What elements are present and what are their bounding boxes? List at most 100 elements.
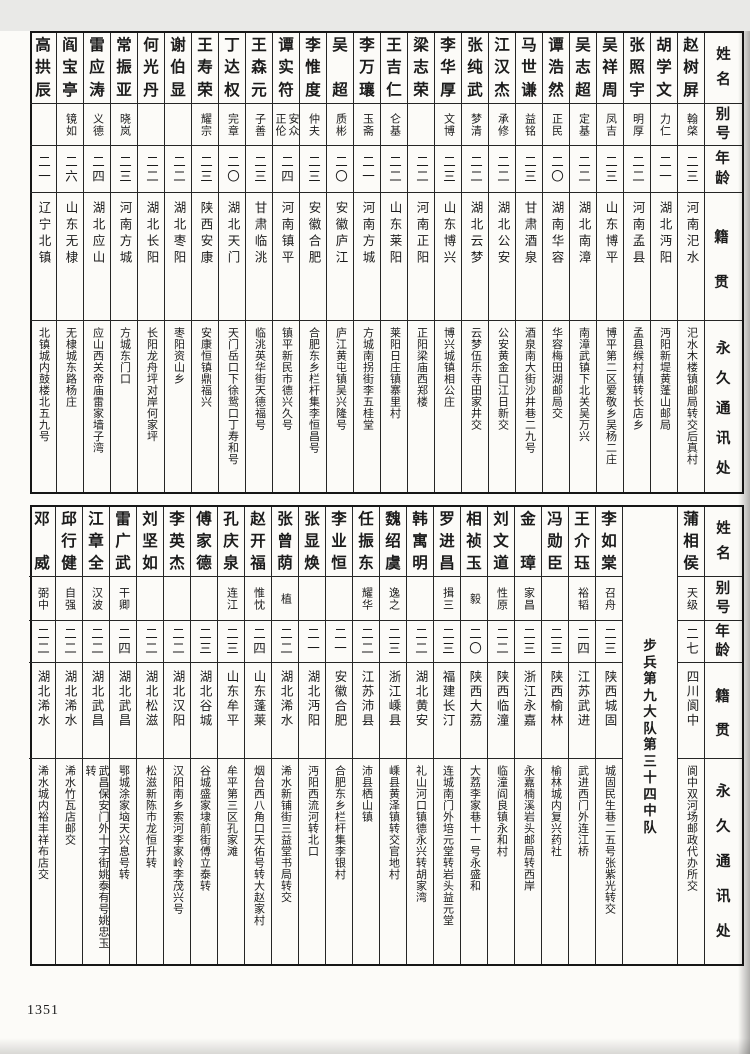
char: 拱: [35, 59, 51, 77]
alias-cell: 弼中: [29, 577, 55, 621]
native-place-cell: 湖北浠水: [272, 663, 298, 759]
native-place-cell: 山东蓬莱: [245, 663, 271, 759]
age-cell: 二四: [569, 621, 595, 663]
char: 号: [715, 125, 732, 142]
age-cell: 二三: [542, 621, 568, 663]
address-cell: 武昌保安门外十字街姚泰有号姚忠玉转: [84, 765, 109, 949]
name-cell: 雷广武: [110, 507, 136, 577]
age-cell: 二一: [326, 621, 352, 663]
char: 讯: [716, 889, 731, 906]
alias-cell: 汉波: [83, 577, 109, 621]
native-place-cell: 河南正阳: [408, 193, 434, 321]
alias-cell: 凤吉: [597, 104, 623, 146]
char: 寿: [197, 59, 213, 77]
address-cell: 博兴城镇相公庄: [442, 327, 455, 408]
roster-column: 李业恒二一 安徽合肥 合肥东乡栏杆集李银村: [325, 507, 352, 964]
alias-cell: 完章: [219, 104, 245, 146]
age-cell: 二三: [515, 621, 541, 663]
roster-column: 雷应涛义德 二四 湖北应山 应山西关帝庙雷家墙子湾: [83, 33, 110, 492]
address-cell: 枣阳资山乡: [172, 327, 185, 385]
address-cell: 长阳龙舟坪对岸何家坪: [145, 327, 158, 442]
native-place-cell: 湖北谷城: [191, 663, 217, 759]
char: 伯: [170, 59, 186, 77]
alias-cell: 翰棨: [678, 104, 704, 146]
roster-column: 傅家德二三 湖北谷城 谷城盛家埭前街傅立泰转: [190, 507, 217, 964]
char: 高: [35, 37, 51, 54]
char: 庆: [223, 532, 239, 550]
native-place-cell: 湖南华容: [543, 193, 569, 321]
native-place-cell: 湖北武昌: [83, 663, 109, 759]
name-cell: 赵开福: [245, 507, 271, 577]
char: 邱: [61, 511, 77, 528]
native-place-cell: 陕西城固: [596, 663, 622, 759]
roster-table-top: 姓名别号年龄籍贯永久通讯处赵树屏翰棨 二三 河南汜水 汜水木楼镇邮局转交后真村胡学文力…: [30, 31, 744, 494]
address-cell: 庐江黄屯镇吴兴隆号: [334, 327, 347, 431]
roster-column: 谭浩然正民 二〇 湖南华容 华容梅田湖邮局交: [542, 33, 569, 492]
char: 名: [716, 545, 731, 562]
name-cell: 雷应涛: [84, 33, 110, 104]
age-cell: 二〇: [543, 146, 569, 193]
name-cell: 赵树屏: [678, 33, 704, 104]
name-cell: 相祯玉: [461, 507, 487, 577]
char: 泉: [223, 554, 239, 572]
age-cell: 二二: [137, 621, 163, 663]
char: 臣: [547, 554, 563, 572]
char: 张: [629, 37, 645, 54]
char: 丁: [224, 37, 240, 54]
name-cell: 傅家德: [191, 507, 217, 577]
roster-column: 李万瓖玉斋 二一 河南方城 方城南拐街李五桂堂: [353, 33, 380, 492]
native-place-cell: 安徽庐江: [327, 193, 353, 321]
char: 世: [521, 59, 537, 77]
name-cell: 吴超: [327, 33, 353, 104]
char: 梁: [413, 37, 429, 54]
roster-column: 金璋家昌 二三 浙江永嘉 永嘉楠溪岩头邮局转西岸: [514, 507, 541, 964]
char: 马: [521, 37, 537, 54]
char: 何: [143, 37, 159, 54]
char: 处: [716, 461, 731, 478]
age-cell: 二二: [408, 146, 434, 193]
age-cell: 二三: [191, 621, 217, 663]
age-cell: 二二: [488, 621, 514, 663]
native-place-cell: 山东莱阳: [381, 193, 407, 321]
address-cell: 沛县栖山镇: [360, 765, 373, 823]
char: 武: [115, 554, 131, 572]
alias-cell: 子善: [246, 104, 272, 146]
char: 赵: [683, 37, 699, 54]
char: 张: [304, 511, 320, 528]
name-cell: 李万瓖: [354, 33, 380, 104]
char: 雷: [89, 37, 105, 54]
char: 姓: [716, 521, 731, 537]
age-cell: 二三: [192, 146, 218, 193]
char: 行: [61, 532, 77, 550]
header-name-cell: 姓名: [705, 507, 742, 577]
alias-cell: 耀华: [353, 577, 379, 621]
name-cell: 何光丹: [138, 33, 164, 104]
address-cell: 合肥东乡栏杆集李恒昌号: [307, 327, 320, 454]
char: 威: [34, 554, 50, 572]
char: 树: [683, 59, 699, 77]
header-age-cell: 年龄: [705, 621, 742, 663]
char: 恒: [331, 554, 347, 572]
char: 杰: [494, 81, 510, 99]
roster-column: 王介珏裕韬 二四 江苏武进 武进西门外连江桥: [568, 507, 595, 964]
native-place-cell: 福建长汀: [434, 663, 460, 759]
char: 志: [575, 59, 591, 77]
roster-column: 王森元子善 二三 甘肃临洮 临洮英华街天德福号: [245, 33, 272, 492]
address-cell: 公安黄金口江日新交: [496, 327, 509, 431]
native-place-cell: 河南方城: [354, 193, 380, 321]
char: 介: [574, 532, 590, 550]
char: 龄: [715, 642, 732, 659]
address-cell: 城固民生巷二五号张紫光转交: [603, 765, 616, 915]
char: 宝: [62, 59, 78, 77]
native-place-cell: 辽宁北镇: [30, 193, 56, 321]
alias-cell: 植: [272, 577, 298, 621]
name-cell: 韩寓明: [407, 507, 433, 577]
alias-cell: 揖三: [434, 577, 460, 621]
roster-column: 丁达权完章 二〇 湖北天门 天门岳口下徐鸳口丁寿和号: [218, 33, 245, 492]
roster-column: 江章全汉波 二二 湖北武昌 武昌保安门外十字街姚泰有号姚忠玉转: [82, 507, 109, 964]
native-place-cell: 河南镇平: [273, 193, 299, 321]
age-cell: 二七: [678, 621, 704, 663]
address-cell: 汉阳南乡索河李家岭李茂兴号: [171, 765, 184, 915]
char: 四: [643, 786, 657, 802]
native-place-cell: 陕西榆林: [542, 663, 568, 759]
